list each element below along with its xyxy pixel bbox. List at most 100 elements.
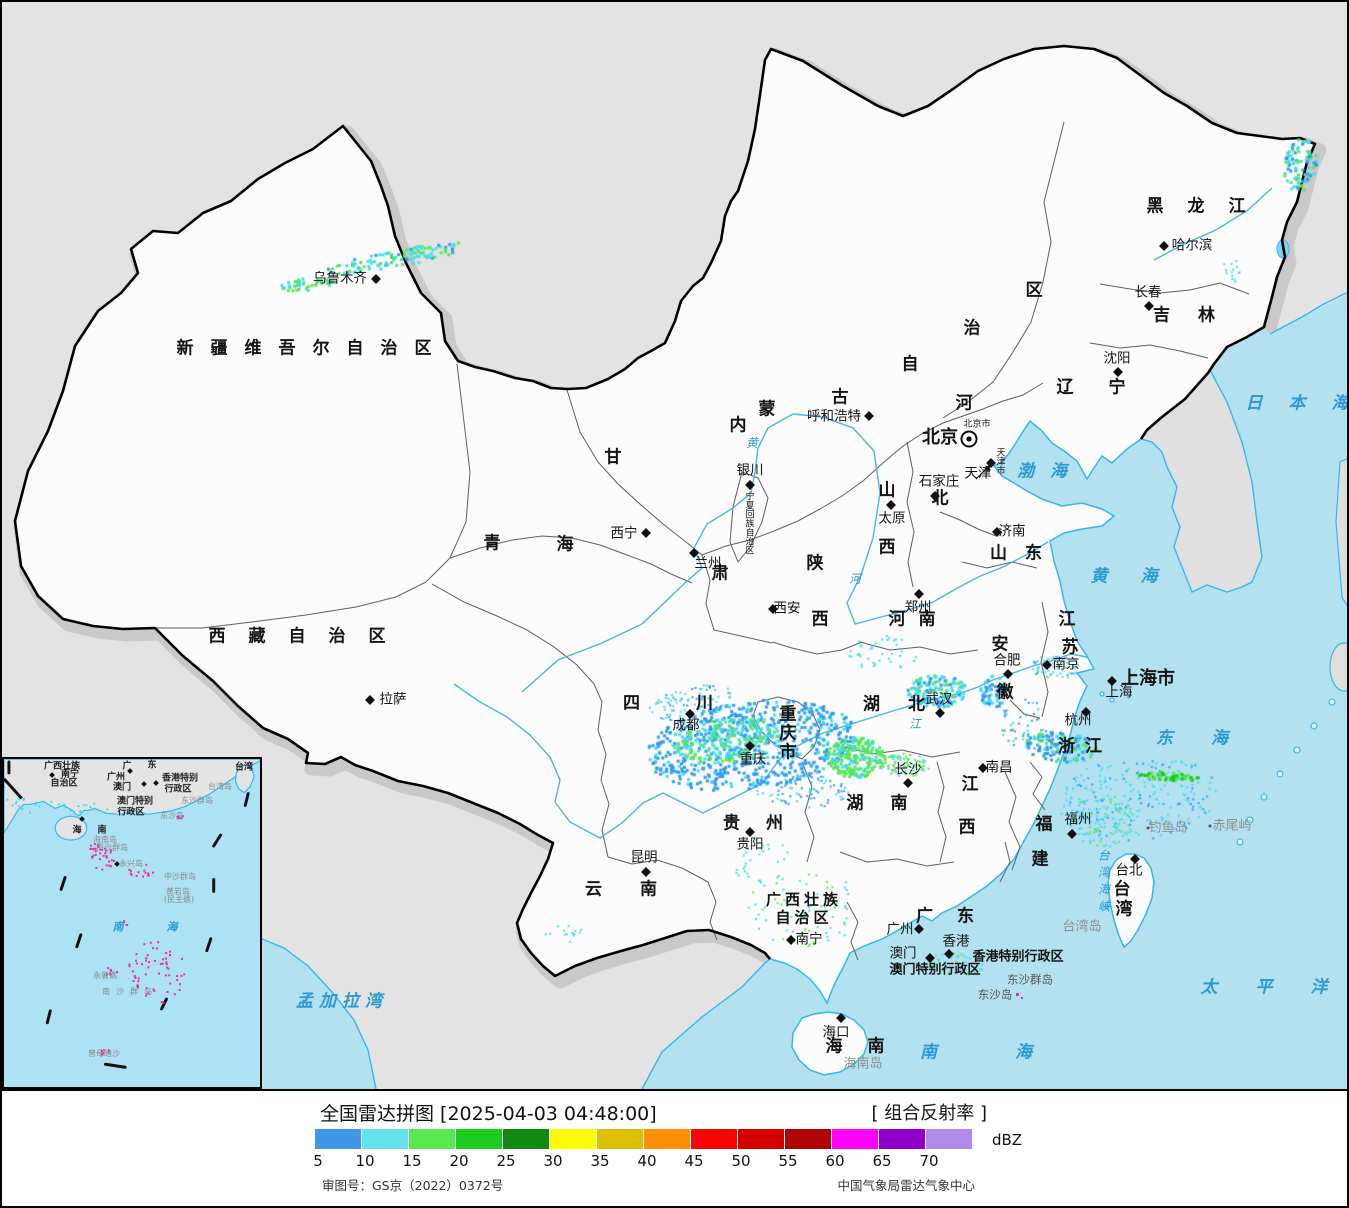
dbz-scale-ticks: 5 10 15 20 25 30 35 40 45 50 55 60 65 70 [2,1152,1347,1170]
island-speck [123,920,126,923]
island-speck [107,1049,110,1052]
echo-speck [85,804,88,807]
legend-color-cell [644,1129,690,1149]
island-speck [128,965,131,968]
island-speck [141,963,143,966]
island-speck [157,972,160,975]
dash-segment [160,997,168,1011]
island-speck [145,863,148,866]
map-review-number: 审图号：GS京（2022）0372号 [322,1178,504,1193]
island-speck [177,815,180,818]
island-speck [143,869,146,872]
island-speck [144,871,147,874]
product-name: [ 组合反射率 ] [871,1103,988,1124]
legend-color-cell [785,1129,831,1149]
island-speck [112,859,115,862]
island-speck [97,845,100,848]
island-speck [136,984,139,987]
island-speck [92,854,95,857]
legend-tick: 45 [684,1152,704,1170]
inset-taiwan [234,764,255,794]
island-speck [110,969,113,972]
island-speck [104,852,107,855]
inset-vietnam-border [4,777,23,800]
island-speck [101,848,104,851]
island-speck [94,850,97,853]
island-speck [105,864,108,867]
echo-speck [77,805,80,808]
island-speck [107,967,110,970]
island-speck [122,921,125,924]
island-speck [145,987,148,990]
nine-dash-line [7,760,250,1069]
island-speck [101,868,104,871]
island-speck [153,990,156,993]
island-speck [146,954,149,957]
island-speck [136,986,139,989]
island-speck [176,815,179,818]
island-speck [169,982,172,985]
island-speck [109,865,112,868]
island-speck [183,973,186,976]
island-speck [108,864,111,867]
echo-speck [79,810,82,813]
island-speck [168,974,171,977]
dash-segment [243,792,250,807]
island-speck [109,973,112,976]
island-speck [153,959,156,962]
island-speck [160,1001,163,1004]
echo-speck [14,802,17,805]
island-speck [152,988,155,991]
island-speck [165,957,167,960]
dash-segment [103,1062,127,1069]
dash-segment [75,933,83,949]
legend-tick: 35 [590,1152,610,1170]
island-speck [144,973,147,976]
island-speck [180,957,183,960]
echo-speck [18,805,21,808]
island-speck [109,851,112,854]
island-speck [126,923,129,926]
island-speck [147,874,150,877]
island-speck [159,963,162,966]
island-speck [133,975,136,978]
island-speck [176,975,179,978]
island-speck [106,973,109,976]
island-speck [132,980,135,983]
dbz-color-scale [315,1129,972,1149]
island-speck [111,859,114,862]
island-speck [180,974,183,977]
dash-segment [45,1009,52,1025]
legend-tick: 15 [402,1152,422,1170]
legend-color-cell [597,1129,643,1149]
legend-tick: 50 [731,1152,751,1170]
island-speck [131,970,134,973]
legend-color-cell [362,1129,408,1149]
island-speck [104,849,107,852]
legend-color-cell [550,1129,596,1149]
inset-sea [4,759,260,1087]
island-speck [161,962,164,965]
echo-speck [38,805,41,808]
island-speck [137,980,140,983]
echo-speck [50,800,53,803]
echo-speck [22,799,25,802]
echo-speck [106,808,109,811]
legend-color-cell [315,1129,361,1149]
island-speck [180,817,183,820]
island-speck [179,983,182,986]
echo-speck [62,803,65,806]
island-speck [102,854,105,857]
island-speck [149,941,152,944]
island-speck [94,847,97,850]
island-speck [145,957,148,960]
island-speck [168,954,171,957]
echo-speck [22,797,25,800]
echo-speck [11,804,14,807]
echo-speck [20,808,23,810]
island-speck [147,966,150,969]
dbz-unit-label: dBZ [992,1131,1023,1149]
legend-color-cell [691,1129,737,1149]
island-speck [176,979,179,981]
island-speck [100,1049,103,1052]
